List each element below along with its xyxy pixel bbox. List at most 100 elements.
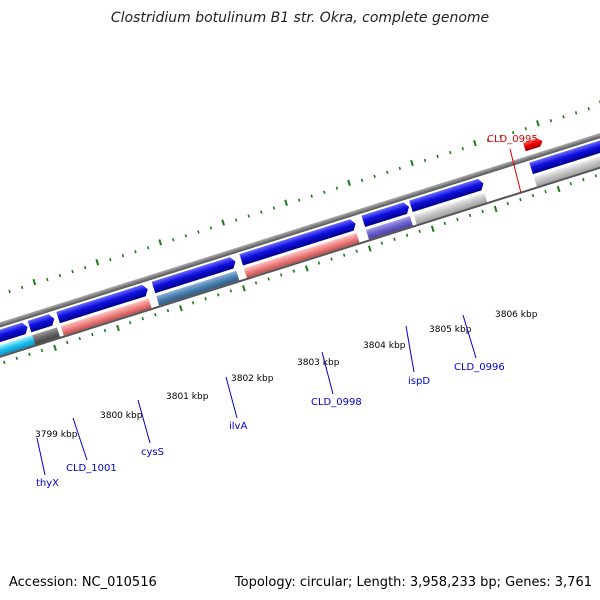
major-tick — [430, 225, 435, 232]
major-tick — [367, 245, 372, 252]
minor-tick — [91, 332, 94, 337]
kbp-label: 3803 kbp — [297, 358, 340, 368]
major-tick — [53, 344, 57, 352]
minor-tick — [3, 360, 6, 364]
minor-tick — [254, 281, 258, 285]
major-tick — [493, 205, 498, 213]
gene-label-ispD: ispD — [408, 376, 430, 387]
minor-tick — [355, 249, 358, 253]
minor-tick — [405, 233, 409, 237]
gene-label-thyX: thyX — [36, 478, 59, 489]
minor-tick — [128, 320, 132, 325]
minor-tick — [342, 253, 346, 257]
minor-tick — [141, 316, 144, 321]
major-tick — [179, 305, 183, 312]
feature-bar — [60, 298, 152, 336]
gene-label-ilvA: ilvA — [229, 421, 247, 432]
minor-tick — [436, 154, 439, 159]
minor-tick — [524, 127, 527, 131]
cds-arrow — [239, 219, 356, 266]
major-tick — [410, 159, 414, 167]
minor-tick — [46, 277, 49, 282]
kbp-scale-labels: 3799 kbp 3800 kbp 3801 kbp 3802 kbp 3803… — [35, 310, 538, 440]
minor-tick — [443, 221, 447, 226]
minor-tick — [71, 269, 74, 274]
minor-tick — [335, 186, 339, 190]
minor-tick — [58, 273, 62, 278]
minor-tick — [330, 257, 333, 261]
inner-tick-ring — [3, 174, 598, 364]
minor-tick — [109, 258, 112, 262]
genome-summary-text: Topology: circular; Length: 3,958,233 bp… — [234, 575, 592, 590]
minor-tick — [260, 210, 263, 214]
minor-tick — [146, 246, 150, 250]
minor-tick — [549, 119, 553, 123]
minor-tick — [481, 209, 484, 214]
minor-tick — [519, 197, 522, 202]
outer-tick-ring — [8, 100, 600, 294]
kbp-label: 3800 kbp — [100, 411, 143, 421]
cds-arrow — [361, 202, 410, 228]
minor-tick — [569, 182, 572, 186]
kbp-label: 3805 kbp — [429, 325, 472, 335]
minor-tick — [279, 273, 283, 277]
gene-label-cysS: cysS — [141, 447, 164, 458]
minor-tick — [574, 111, 578, 115]
major-tick — [473, 139, 477, 147]
minor-tick — [197, 230, 200, 234]
minor-tick — [40, 348, 44, 353]
minor-tick — [191, 301, 195, 305]
minor-tick — [468, 213, 472, 218]
minor-tick — [20, 285, 24, 290]
cds-arrow — [151, 257, 236, 294]
minor-tick — [544, 189, 547, 194]
minor-tick — [587, 107, 590, 111]
minor-tick — [562, 115, 565, 119]
minor-tick — [154, 313, 157, 317]
minor-tick — [83, 265, 87, 270]
minor-tick — [531, 193, 535, 198]
minor-tick — [393, 237, 396, 241]
major-tick — [536, 120, 540, 127]
major-tick — [347, 179, 351, 186]
minor-tick — [121, 254, 125, 258]
kbp-label: 3802 kbp — [231, 374, 274, 384]
minor-tick — [386, 170, 389, 175]
major-tick — [242, 285, 246, 292]
minor-tick — [103, 328, 107, 333]
gene-label-CLD_0998: CLD_0998 — [311, 397, 362, 408]
minor-tick — [582, 178, 585, 182]
minor-tick — [15, 356, 19, 361]
backbone-track — [0, 107, 600, 354]
minor-tick — [272, 206, 276, 210]
kbp-label: 3801 kbp — [166, 392, 209, 402]
cog-feature-track — [0, 152, 600, 358]
minor-tick — [486, 138, 490, 143]
minor-tick — [184, 234, 188, 238]
minor-tick — [166, 309, 170, 313]
cds-arrow — [0, 322, 28, 364]
cds-arrow — [56, 284, 148, 324]
feature-bar — [32, 327, 60, 345]
minor-tick — [229, 289, 233, 293]
kbp-label: 3799 kbp — [35, 430, 78, 440]
gene-CLD_0995-arrow — [523, 138, 543, 152]
minor-tick — [506, 201, 510, 206]
minor-tick — [310, 194, 313, 198]
minor-tick — [456, 217, 459, 222]
feature-bar — [156, 270, 240, 306]
feature-bar — [365, 216, 413, 240]
major-tick — [221, 219, 226, 226]
minor-tick — [511, 130, 515, 135]
minor-tick — [499, 134, 502, 139]
minor-tick — [292, 269, 296, 273]
major-tick — [556, 185, 561, 193]
map-title: Clostridium botulinum B1 str. Okra, comp… — [110, 10, 490, 26]
minor-tick — [448, 150, 452, 155]
minor-tick — [360, 178, 364, 182]
feature-bar — [533, 152, 600, 187]
major-tick — [158, 239, 163, 246]
major-tick — [116, 324, 120, 332]
minor-tick — [423, 158, 427, 163]
